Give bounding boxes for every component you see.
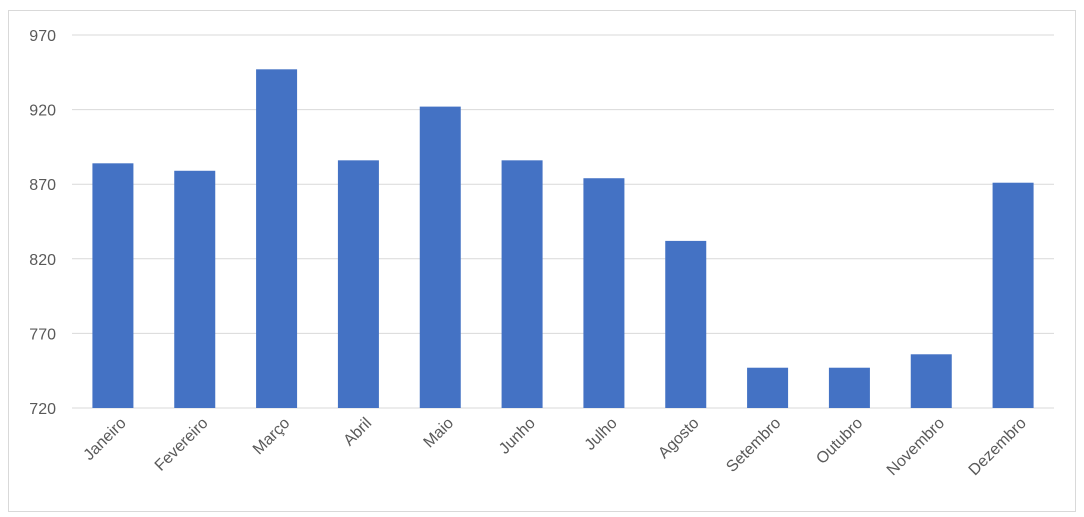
bar-abril (337, 160, 379, 408)
x-tick-label: Fevereiro (152, 415, 212, 475)
y-tick-label: 720 (29, 401, 56, 418)
x-tick-label: Julho (582, 415, 621, 454)
x-tick-label: Janeiro (81, 415, 130, 464)
bar-setembro (747, 367, 789, 408)
y-tick-label: 920 (29, 103, 56, 120)
x-tick-label: Dezembro (966, 415, 1030, 479)
y-axis-tick-labels: 720 770 820 870 920 970 (29, 28, 56, 418)
bar-julho (583, 178, 625, 408)
x-tick-label: Novembro (884, 415, 948, 479)
bar-agosto (665, 240, 707, 408)
bar-outubro (828, 367, 870, 408)
bar-dezembro (992, 182, 1034, 408)
bar-junho (501, 160, 543, 408)
y-tick-label: 820 (29, 252, 56, 269)
bar-maio (419, 106, 461, 408)
y-tick-label: 970 (29, 28, 56, 45)
y-tick-label: 770 (29, 326, 56, 343)
x-tick-label: Setembro (723, 415, 784, 476)
x-tick-label: Março (250, 415, 294, 459)
x-tick-label: Outubro (813, 415, 866, 468)
x-axis-tick-labels: Janeiro Fevereiro Março Abril Maio Junho Julho… (81, 415, 1030, 479)
bar-fevereiro (174, 170, 216, 408)
y-tick-label: 870 (29, 177, 56, 194)
bar-janeiro (92, 163, 134, 408)
x-tick-label: Agosto (655, 415, 702, 462)
x-tick-label: Junho (496, 415, 539, 458)
bar-novembro (910, 354, 952, 408)
x-tick-label: Maio (421, 415, 458, 452)
bar-mar-o (256, 69, 298, 408)
x-tick-label: Abril (341, 415, 376, 450)
gridlines (72, 34, 1054, 409)
bars (92, 69, 1034, 408)
